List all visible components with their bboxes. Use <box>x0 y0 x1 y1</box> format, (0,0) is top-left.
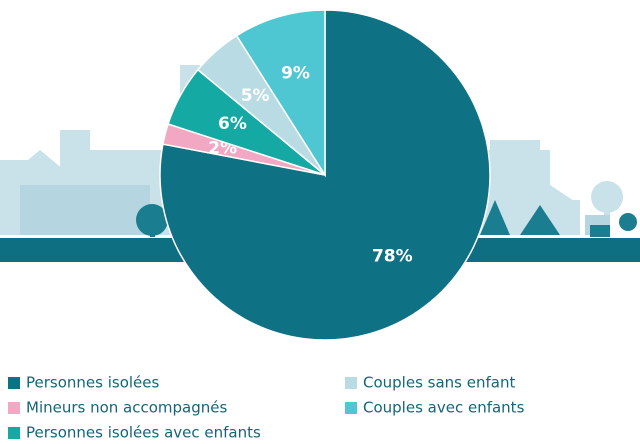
pie-slice <box>235 9 326 178</box>
slice-label: 9% <box>281 64 310 84</box>
legend-swatch <box>8 402 20 414</box>
legend-label: Mineurs non accompagnés <box>26 399 228 417</box>
legend-label: Personnes isolées avec enfants <box>26 424 261 442</box>
legend-label: Couples avec enfants <box>363 399 525 417</box>
legend-label: Personnes isolées <box>26 374 160 392</box>
pie-slice <box>159 9 491 341</box>
slice-label: 6% <box>218 114 247 134</box>
slice-label: 5% <box>241 86 270 106</box>
legend: Personnes isolées Mineurs non accompagnés… <box>8 374 525 442</box>
legend-swatch <box>8 377 20 389</box>
pie: 78%2%6%5%9% <box>159 9 491 341</box>
legend-label: Couples sans enfant <box>363 374 515 392</box>
legend-swatch <box>8 427 20 439</box>
slice-label: 78% <box>372 246 413 266</box>
legend-swatch <box>345 377 357 389</box>
legend-swatch <box>345 402 357 414</box>
